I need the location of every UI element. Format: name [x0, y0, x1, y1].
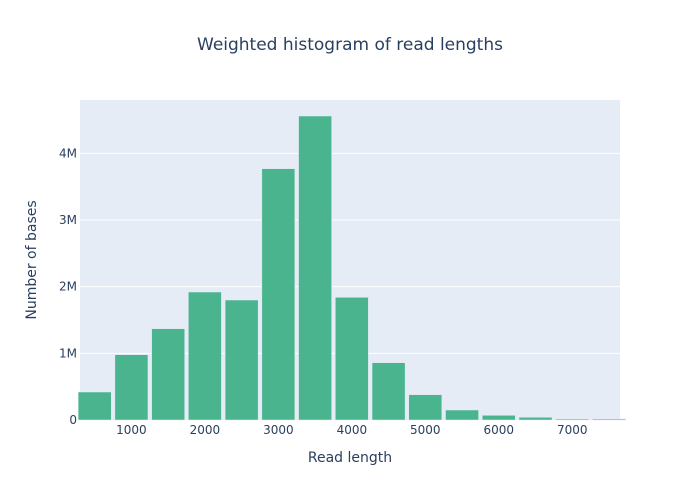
x-tick-label: 4000	[337, 423, 368, 437]
y-tick-label: 3M	[59, 213, 77, 227]
histogram-bar	[335, 297, 369, 421]
y-tick-label: 0	[69, 413, 77, 427]
y-tick-label: 1M	[59, 346, 77, 360]
histogram-bar	[481, 415, 516, 421]
histogram-bar	[592, 418, 626, 421]
y-axis-label: Number of bases	[24, 200, 40, 319]
histogram-bar	[77, 391, 112, 421]
y-axis-ticks: 0 1M 2M 3M 4M	[59, 146, 77, 427]
y-tick-label: 4M	[59, 146, 77, 160]
y-tick-label: 2M	[59, 280, 77, 294]
x-tick-label: 5000	[410, 423, 441, 437]
histogram-bar	[114, 354, 149, 421]
bars	[77, 115, 626, 421]
histogram-bar	[555, 418, 590, 421]
histogram-bar	[188, 291, 222, 421]
x-tick-label: 6000	[484, 423, 515, 437]
x-tick-label: 7000	[557, 423, 588, 437]
histogram-bar	[261, 168, 296, 421]
x-axis-ticks: 1000 2000 3000 4000 5000 6000 7000	[116, 423, 587, 437]
histogram-bar	[408, 394, 443, 421]
x-axis-label: Read length	[308, 450, 392, 466]
histogram-bar	[224, 299, 259, 421]
histogram-bar	[371, 362, 406, 421]
x-tick-label: 2000	[190, 423, 221, 437]
x-tick-label: 1000	[116, 423, 147, 437]
histogram-bar	[445, 409, 479, 421]
histogram-bar	[518, 417, 553, 421]
histogram-bar	[151, 328, 185, 421]
x-tick-label: 3000	[263, 423, 294, 437]
histogram-bar	[298, 115, 332, 421]
chart-title: Weighted histogram of read lengths	[197, 35, 503, 55]
